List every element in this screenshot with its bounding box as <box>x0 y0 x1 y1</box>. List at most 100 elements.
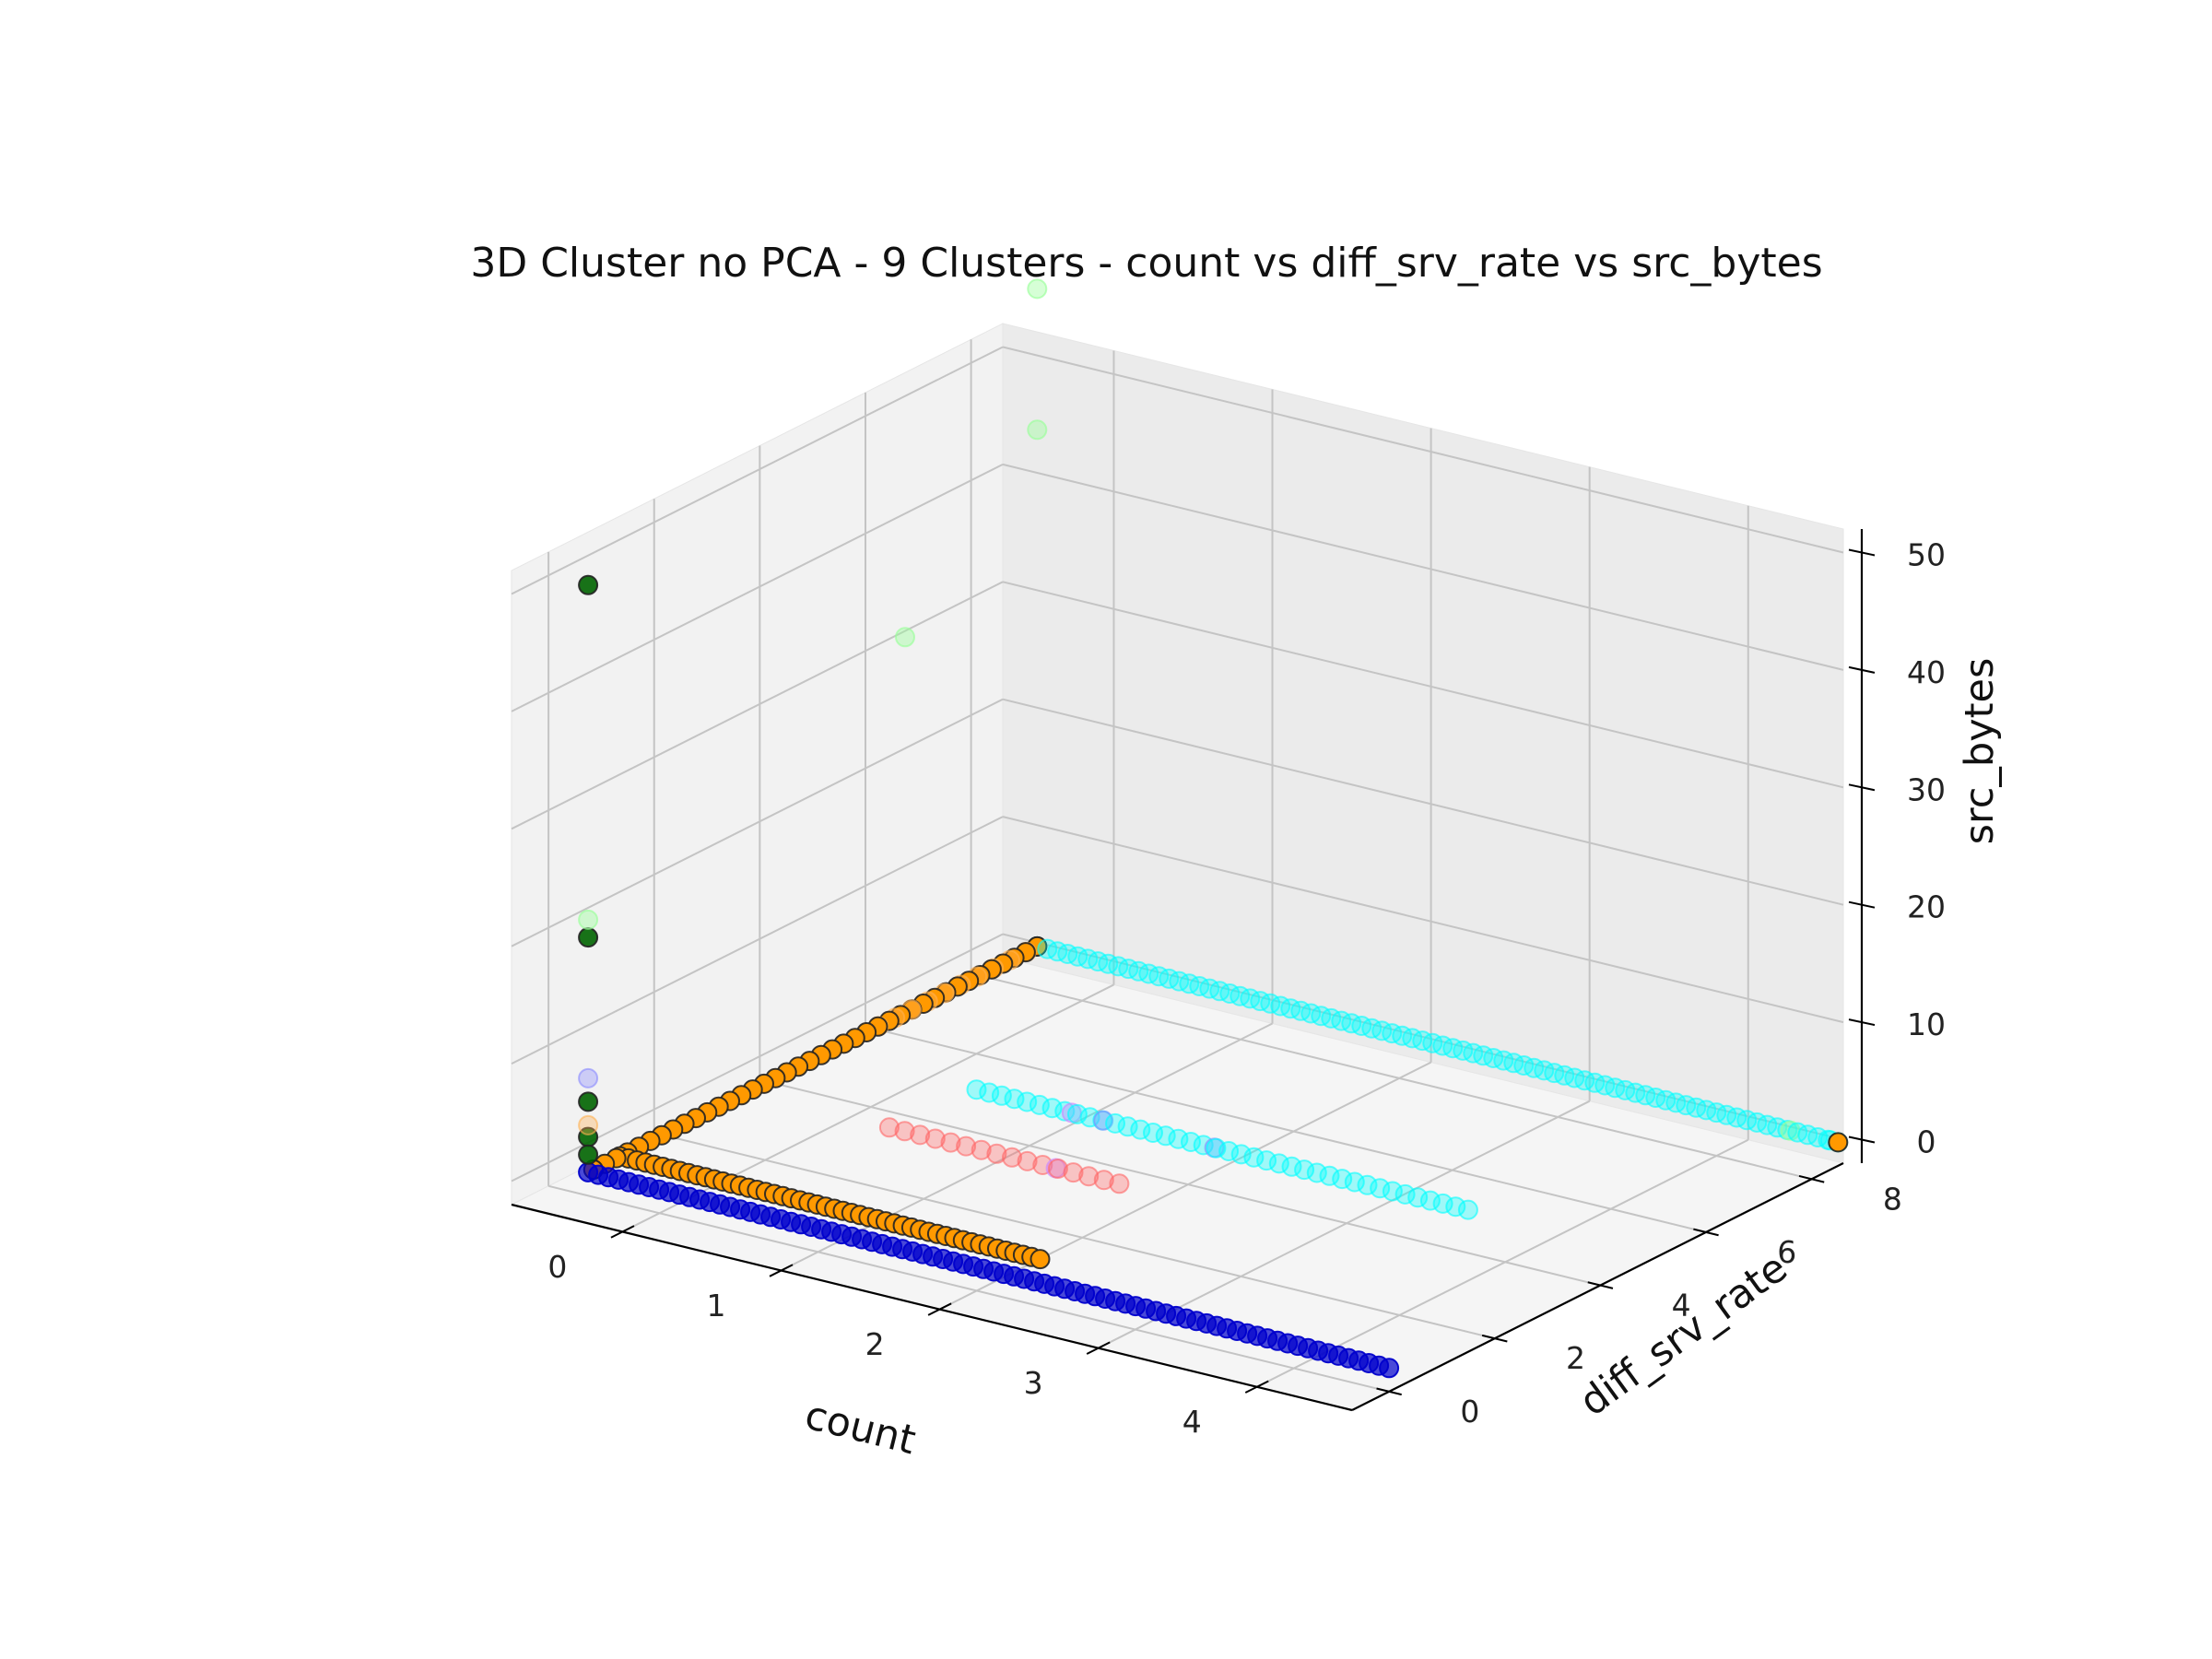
z-tick <box>1848 665 1876 674</box>
data-point-cluster-1 <box>1029 1094 1050 1115</box>
data-point-cluster-5 <box>1027 278 1048 300</box>
y-tick-label: 0 <box>1460 1394 1479 1430</box>
x-grid-floor <box>622 983 1114 1233</box>
x-tick-label: 3 <box>1024 1365 1043 1401</box>
data-point-cluster-1 <box>1457 1199 1478 1220</box>
y-tick <box>1798 1174 1825 1183</box>
z-tick <box>1848 900 1876 909</box>
data-point-cluster-1 <box>1256 1150 1277 1171</box>
data-point-cluster-1 <box>1143 1123 1163 1143</box>
data-point-cluster-1 <box>1017 1091 1038 1112</box>
data-point-cluster-1 <box>1344 1171 1365 1193</box>
z-grid-left <box>511 463 1004 712</box>
data-point-cluster-2 <box>910 1124 931 1146</box>
x-tick-label: 2 <box>865 1326 885 1362</box>
x-tick-label: 0 <box>547 1249 567 1285</box>
data-point-cluster-1 <box>1168 1128 1189 1149</box>
x-tick-label: 4 <box>1182 1404 1202 1440</box>
data-point-cluster-5 <box>895 627 915 648</box>
data-point-cluster-1 <box>1294 1159 1315 1181</box>
data-point-cluster-2 <box>1047 1159 1068 1179</box>
z-grid-left <box>511 816 1004 1065</box>
z-grid-back <box>1002 698 1844 906</box>
data-point-cluster-1 <box>1394 1183 1416 1205</box>
z-tick-label: 0 <box>1917 1124 1936 1160</box>
data-point-cluster-4 <box>578 1091 599 1112</box>
data-point-cluster-1 <box>991 1085 1012 1106</box>
y-grid-floor <box>971 972 1812 1181</box>
x-tick <box>1086 1341 1111 1355</box>
data-point-cluster-1 <box>1181 1132 1201 1152</box>
y-grid-floor <box>547 1184 1390 1393</box>
data-point-cluster-1 <box>1243 1147 1265 1168</box>
x-tick <box>610 1225 635 1239</box>
data-point-cluster-1 <box>1432 1193 1453 1214</box>
data-point-cluster-1 <box>1268 1153 1289 1174</box>
data-point-cluster-2 <box>1078 1166 1100 1187</box>
data-point-cluster-2 <box>1002 1147 1022 1168</box>
x-tick <box>769 1264 794 1277</box>
data-point-cluster-1 <box>1319 1165 1340 1186</box>
data-point-cluster-1 <box>1206 1137 1227 1159</box>
data-point-cluster-1 <box>1054 1100 1076 1122</box>
data-point-cluster-1 <box>1281 1156 1302 1177</box>
z-grid-back <box>1002 463 1844 671</box>
data-point-cluster-1 <box>1445 1196 1466 1218</box>
z-grid-left <box>511 698 1004 947</box>
y-grid-floor <box>653 1132 1495 1340</box>
z-tick-label: 20 <box>1907 889 1946 925</box>
z-tick-label: 30 <box>1907 771 1946 807</box>
x-axis-title: count <box>800 1392 920 1464</box>
x-grid-floor <box>939 1061 1432 1311</box>
data-point-cluster-1 <box>966 1079 987 1100</box>
data-point-cluster-2 <box>1017 1150 1038 1171</box>
z-tick <box>1848 1018 1876 1027</box>
z-grid-back <box>1002 581 1844 789</box>
data-point-cluster-1 <box>1105 1112 1125 1134</box>
data-point-cluster-7 <box>578 1114 599 1135</box>
x-axis-line <box>511 1203 1353 1412</box>
data-point-cluster-4 <box>578 927 599 948</box>
z-tick <box>1848 548 1876 557</box>
y-tick-label: 8 <box>1883 1181 1902 1217</box>
data-point-cluster-1 <box>1155 1125 1176 1147</box>
y-tick-label: 4 <box>1672 1288 1691 1324</box>
data-point-cluster-2 <box>971 1139 992 1160</box>
data-point-cluster-2 <box>878 1117 900 1138</box>
z-grid-back <box>1002 933 1844 1141</box>
x-tick <box>1244 1380 1269 1394</box>
x-tick <box>927 1302 952 1316</box>
z-tick-label: 50 <box>1907 536 1946 572</box>
data-point-cluster-1 <box>1419 1190 1441 1211</box>
chart-title: 3D Cluster no PCA - 9 Clusters - count v… <box>470 240 1822 287</box>
data-point-cluster-2 <box>940 1132 961 1153</box>
z-grid-left <box>511 346 1004 595</box>
data-point-cluster-6 <box>1093 1110 1114 1131</box>
data-point-cluster-1 <box>1306 1162 1327 1183</box>
data-point-cluster-2 <box>986 1143 1007 1164</box>
axis-lines <box>511 529 1864 1412</box>
y-tick-label: 2 <box>1566 1340 1585 1376</box>
data-point-cluster-4 <box>578 574 599 595</box>
y-tick-label: 6 <box>1777 1234 1796 1270</box>
data-point-cluster-1 <box>1066 1103 1088 1124</box>
data-point-cluster-5 <box>578 909 599 930</box>
x-tick-label: 1 <box>706 1288 725 1324</box>
y-tick <box>1481 1334 1508 1343</box>
z-axis-title: src_bytes <box>1957 658 2003 845</box>
data-point-cluster-6 <box>578 1067 599 1088</box>
data-point-cluster-1 <box>1332 1169 1353 1190</box>
data-point-cluster-1 <box>1407 1187 1429 1208</box>
data-point-cluster-1 <box>1382 1181 1403 1202</box>
data-point-cluster-3 <box>1828 1132 1849 1153</box>
data-point-cluster-1 <box>979 1082 1000 1103</box>
data-point-cluster-1 <box>1041 1098 1063 1119</box>
data-point-cluster-3 <box>1030 1249 1051 1270</box>
z-tick-label: 40 <box>1907 654 1946 690</box>
y-tick <box>1587 1281 1614 1289</box>
data-point-cluster-1 <box>1230 1144 1252 1165</box>
data-point-cluster-2 <box>1093 1170 1114 1191</box>
z-grid-back <box>1002 816 1844 1024</box>
